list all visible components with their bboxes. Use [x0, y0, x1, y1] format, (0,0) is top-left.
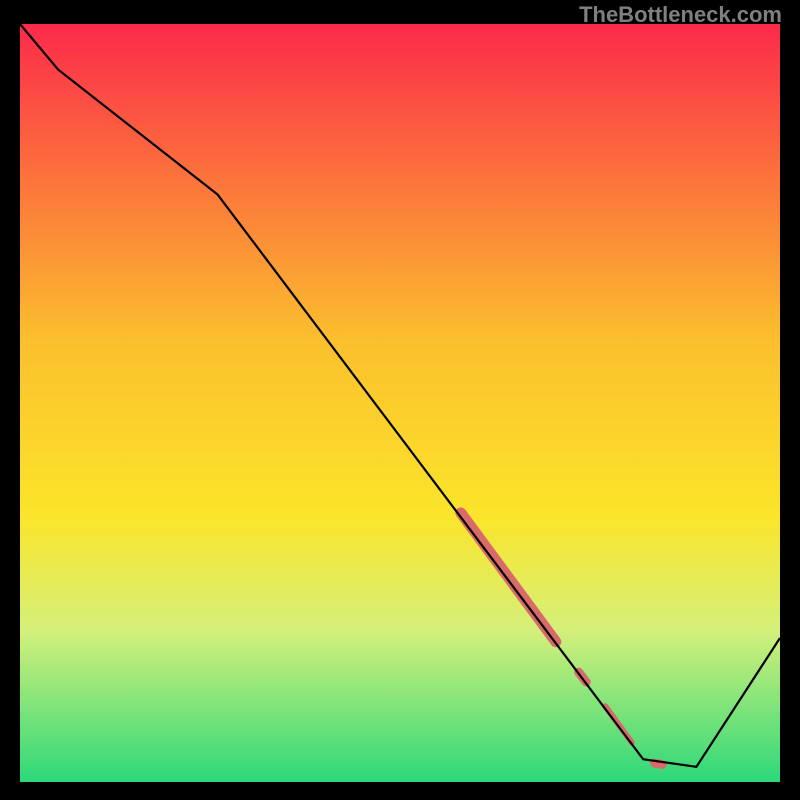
chart-svg	[20, 24, 780, 782]
highlight-layer	[461, 513, 662, 765]
highlight-segment	[461, 513, 556, 642]
chart-area	[20, 24, 780, 782]
bottleneck-curve	[20, 24, 780, 767]
watermark-text: TheBottleneck.com	[579, 2, 782, 28]
highlight-segment	[655, 763, 663, 765]
